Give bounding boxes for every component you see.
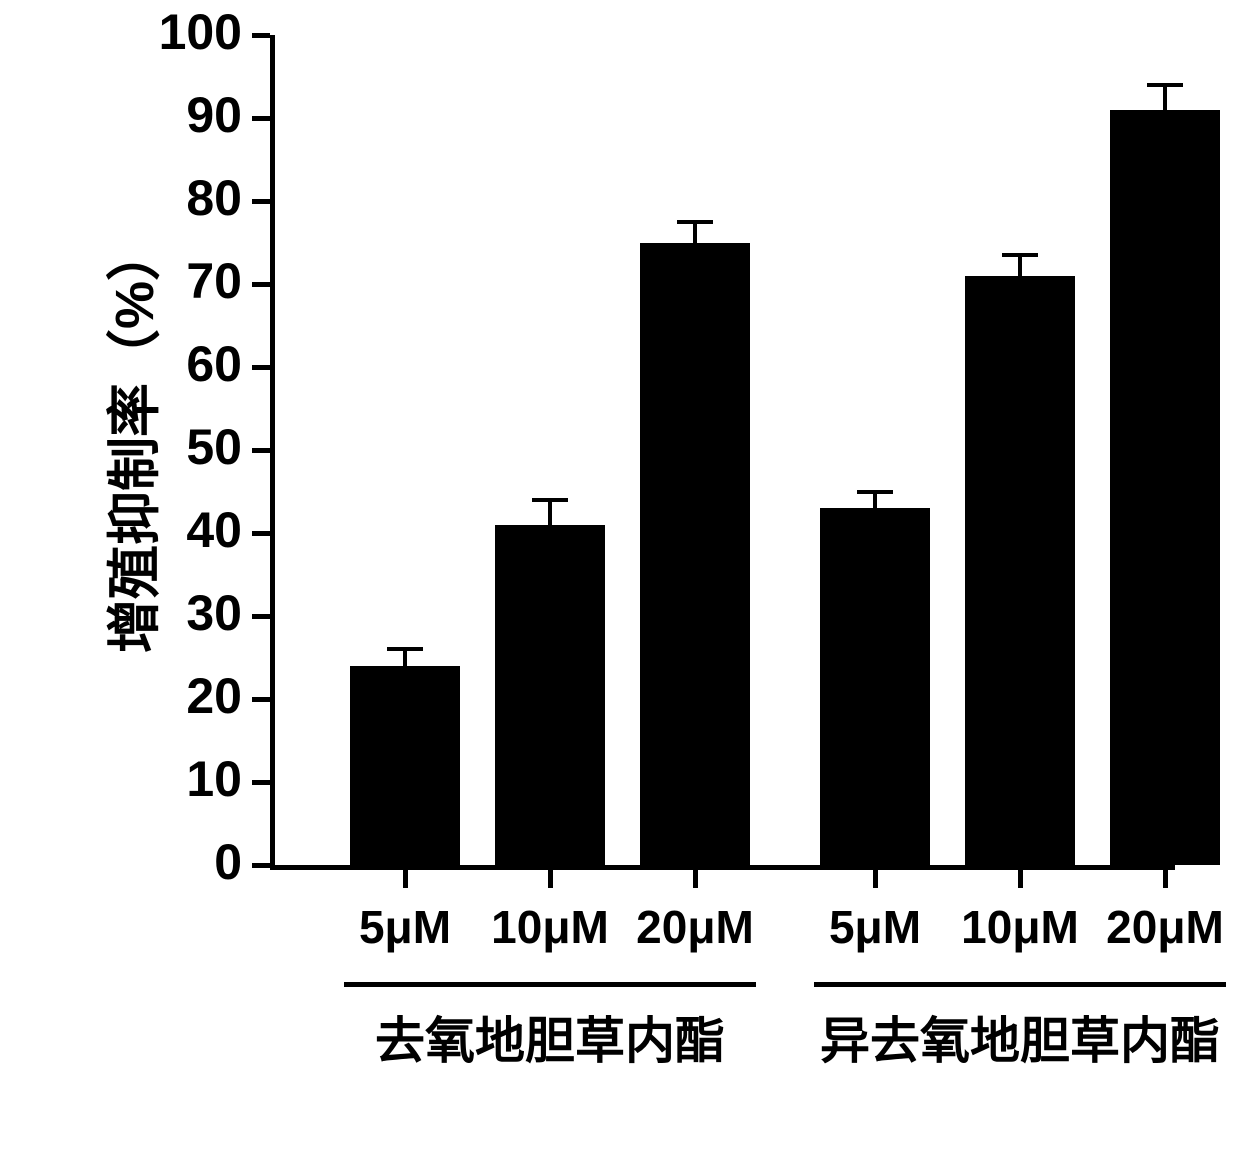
error-bar bbox=[1163, 85, 1167, 110]
x-tick-label: 20μM bbox=[615, 900, 775, 954]
y-tick-mark bbox=[252, 282, 270, 287]
y-tick-label: 20 bbox=[122, 667, 242, 725]
x-tick-label: 5μM bbox=[325, 900, 485, 954]
y-tick-label: 70 bbox=[122, 252, 242, 310]
y-tick-mark bbox=[252, 531, 270, 536]
error-bar-cap bbox=[1147, 83, 1183, 87]
y-tick-label: 50 bbox=[122, 418, 242, 476]
group-underline bbox=[344, 982, 756, 987]
y-tick-mark bbox=[252, 33, 270, 38]
error-bar-cap bbox=[387, 647, 423, 651]
x-tick-mark bbox=[548, 870, 553, 888]
x-tick-label: 10μM bbox=[470, 900, 630, 954]
x-tick-mark bbox=[693, 870, 698, 888]
chart: 增殖抑制率（%） 01020304050607080901005μM10μM20… bbox=[50, 10, 1190, 1150]
chart-bar bbox=[495, 525, 605, 865]
error-bar bbox=[693, 222, 697, 243]
y-tick-mark bbox=[252, 365, 270, 370]
y-tick-mark bbox=[252, 199, 270, 204]
chart-bar bbox=[965, 276, 1075, 865]
x-tick-mark bbox=[403, 870, 408, 888]
y-tick-label: 90 bbox=[122, 86, 242, 144]
error-bar-cap bbox=[857, 490, 893, 494]
x-tick-mark bbox=[1018, 870, 1023, 888]
group-label: 去氧地胆草内酯 bbox=[344, 1001, 756, 1073]
y-tick-label: 30 bbox=[122, 584, 242, 642]
chart-bar bbox=[350, 666, 460, 865]
error-bar bbox=[873, 492, 877, 509]
error-bar-cap bbox=[677, 220, 713, 224]
error-bar bbox=[403, 649, 407, 666]
y-tick-mark bbox=[252, 116, 270, 121]
error-bar-cap bbox=[532, 498, 568, 502]
y-tick-label: 100 bbox=[122, 3, 242, 61]
y-tick-label: 40 bbox=[122, 501, 242, 559]
x-tick-mark bbox=[1163, 870, 1168, 888]
error-bar-cap bbox=[1002, 253, 1038, 257]
y-tick-mark bbox=[252, 448, 270, 453]
error-bar bbox=[1018, 255, 1022, 276]
y-tick-label: 10 bbox=[122, 750, 242, 808]
chart-bar bbox=[1110, 110, 1220, 865]
y-tick-label: 80 bbox=[122, 169, 242, 227]
y-tick-mark bbox=[252, 863, 270, 868]
chart-bar bbox=[820, 508, 930, 865]
x-tick-label: 5μM bbox=[795, 900, 955, 954]
x-tick-label: 20μM bbox=[1085, 900, 1240, 954]
group-underline bbox=[814, 982, 1226, 987]
x-tick-mark bbox=[873, 870, 878, 888]
x-tick-label: 10μM bbox=[940, 900, 1100, 954]
y-tick-label: 0 bbox=[122, 833, 242, 891]
y-tick-mark bbox=[252, 614, 270, 619]
y-tick-mark bbox=[252, 780, 270, 785]
y-tick-mark bbox=[252, 697, 270, 702]
group-label: 异去氧地胆草内酯 bbox=[814, 1001, 1226, 1073]
y-tick-label: 60 bbox=[122, 335, 242, 393]
chart-bar bbox=[640, 243, 750, 866]
error-bar bbox=[548, 500, 552, 525]
